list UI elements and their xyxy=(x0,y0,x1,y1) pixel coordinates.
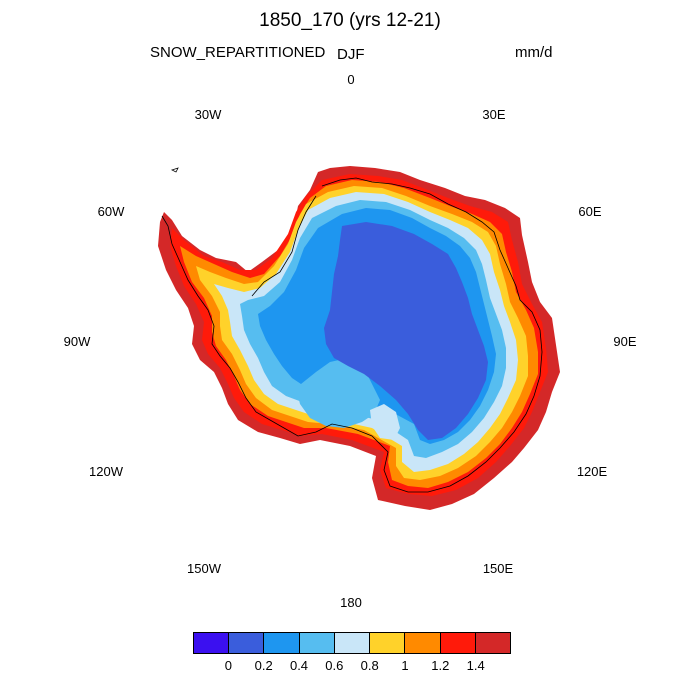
colorbar-tick-label: 0 xyxy=(224,658,232,673)
units-label: mm/d xyxy=(515,44,553,61)
lon-label-150e: 150E xyxy=(483,561,514,576)
colorbar-tick-label: 0.6 xyxy=(325,658,344,673)
colorbar-tick-label: 1.2 xyxy=(431,658,450,673)
lon-label-30w: 30W xyxy=(195,107,222,122)
lon-label-90e: 90E xyxy=(613,334,636,349)
colorbar-segment-7 xyxy=(440,633,476,653)
plot-title: 1850_170 (yrs 12-21) xyxy=(259,10,441,31)
lon-label-60w: 60W xyxy=(98,204,125,219)
band-deep-blue xyxy=(324,222,488,440)
lon-label-150w: 150W xyxy=(187,561,222,576)
island xyxy=(170,167,179,173)
lon-label-60e: 60E xyxy=(578,204,601,219)
colorbar-tick-label: 1.4 xyxy=(466,658,485,673)
colorbar-segment-5 xyxy=(370,633,406,653)
patch-light-blue xyxy=(296,358,380,428)
lon-label-0: 0 xyxy=(347,72,354,87)
lon-label-180: 180 xyxy=(340,595,362,610)
colorbar-tick-label: 0.4 xyxy=(289,658,309,673)
colorbar-segment-2 xyxy=(264,633,300,653)
season-label: DJF xyxy=(337,46,365,63)
colorbar-segment-1 xyxy=(229,633,265,653)
lon-label-120w: 120W xyxy=(89,464,124,479)
colorbar-tick-label: 0.8 xyxy=(360,658,379,673)
colorbar-tick-label: 0.2 xyxy=(254,658,273,673)
colorbar xyxy=(193,632,511,654)
colorbar-segment-0 xyxy=(194,633,230,653)
colorbar-segment-6 xyxy=(405,633,441,653)
lon-label-120e: 120E xyxy=(577,464,608,479)
colorbar-segment-8 xyxy=(475,633,510,653)
lon-label-30e: 30E xyxy=(482,107,505,122)
patch-pale-blue xyxy=(370,404,400,440)
coastline xyxy=(161,177,543,493)
colorbar-segment-3 xyxy=(299,633,335,653)
lon-label-90w: 90W xyxy=(64,334,91,349)
variable-label: SNOW_REPARTITIONED xyxy=(150,44,326,61)
colorbar-tick-label: 1 xyxy=(401,658,409,673)
colorbar-segment-4 xyxy=(334,633,371,653)
